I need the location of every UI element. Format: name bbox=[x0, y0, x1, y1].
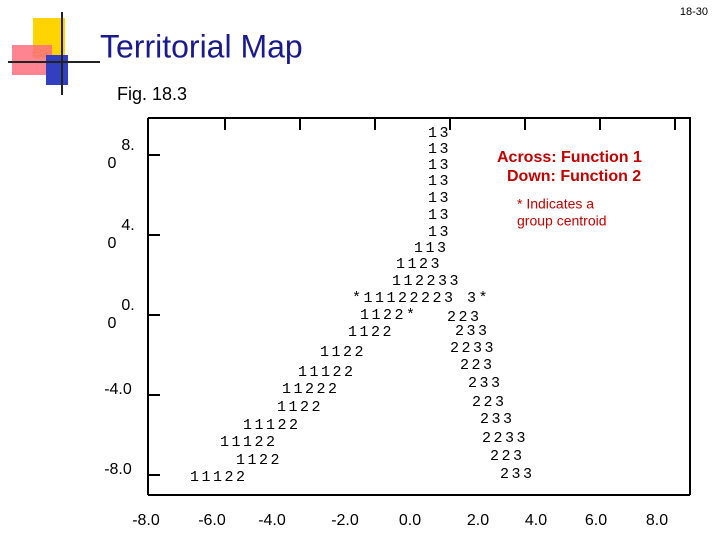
map-row: 223 bbox=[447, 309, 482, 326]
map-row: 1123 bbox=[396, 256, 442, 273]
map-row: 13 bbox=[428, 125, 451, 142]
y-label: -8.0 bbox=[104, 461, 132, 478]
map-row: 233 bbox=[500, 466, 535, 483]
map-row: *11122223 3* bbox=[352, 290, 490, 307]
x-label: 2.0 bbox=[467, 512, 489, 529]
y-label: 8. bbox=[121, 137, 134, 154]
x-label: 0.0 bbox=[399, 512, 421, 529]
map-row: 13 bbox=[428, 173, 451, 190]
map-row: 112233 bbox=[392, 273, 461, 290]
map-row: 11122 bbox=[243, 417, 301, 434]
x-label: -4.0 bbox=[258, 512, 286, 529]
map-row: 1122 bbox=[320, 344, 366, 361]
title: Territorial Map bbox=[100, 28, 303, 64]
note-text: group centroid bbox=[517, 213, 607, 229]
map-row: 11122 bbox=[298, 364, 356, 381]
subtitle: Fig. 18.3 bbox=[117, 84, 187, 104]
map-row: 13 bbox=[428, 141, 451, 158]
map-row: 11222 bbox=[282, 381, 340, 398]
page-number: 18-30 bbox=[680, 6, 708, 18]
map-row: 1122* bbox=[360, 307, 418, 324]
x-label: -2.0 bbox=[331, 512, 359, 529]
map-row: 223 bbox=[472, 394, 507, 411]
map-row: 233 bbox=[480, 411, 515, 428]
y-label: 0 bbox=[108, 235, 117, 252]
x-label: -6.0 bbox=[198, 512, 226, 529]
legend-text: Across: Function 1 bbox=[497, 149, 642, 166]
x-label: -8.0 bbox=[132, 512, 160, 529]
y-label: -4.0 bbox=[104, 381, 132, 398]
map-row: 233 bbox=[468, 375, 503, 392]
logo bbox=[8, 12, 100, 95]
x-label: 8.0 bbox=[646, 512, 668, 529]
map-row: 13 bbox=[428, 190, 451, 207]
x-label: 6.0 bbox=[585, 512, 607, 529]
map-row: 2233 bbox=[450, 340, 496, 357]
map-row: 1122 bbox=[236, 452, 282, 469]
map-row: 13 bbox=[428, 157, 451, 174]
x-label: 4.0 bbox=[525, 512, 547, 529]
content: 8.04.00.0-4.0-8.0-8.0 -6.0 -4.0 -2.0 0.0 2.0 4… bbox=[104, 125, 668, 529]
map-row: 13 bbox=[428, 224, 451, 241]
map-row: 11122 bbox=[190, 469, 248, 486]
map-row: 223 bbox=[490, 448, 525, 465]
map-row: 1122 bbox=[277, 399, 323, 416]
map-frame bbox=[147, 117, 691, 496]
y-label: 0 bbox=[108, 155, 117, 172]
map-row: 223 bbox=[460, 357, 495, 374]
map-row: 1122 bbox=[348, 324, 394, 341]
map-row: 233 bbox=[455, 323, 490, 340]
y-label: 4. bbox=[121, 217, 134, 234]
y-label: 0. bbox=[121, 297, 134, 314]
map-row: 13 bbox=[428, 207, 451, 224]
note-text: * Indicates a bbox=[517, 196, 594, 212]
map-row: 2233 bbox=[482, 430, 528, 447]
map-row: 113 bbox=[414, 240, 449, 257]
y-label: 0 bbox=[108, 315, 117, 332]
legend-text: Down: Function 2 bbox=[507, 168, 641, 185]
map-row: 11122 bbox=[220, 434, 278, 451]
